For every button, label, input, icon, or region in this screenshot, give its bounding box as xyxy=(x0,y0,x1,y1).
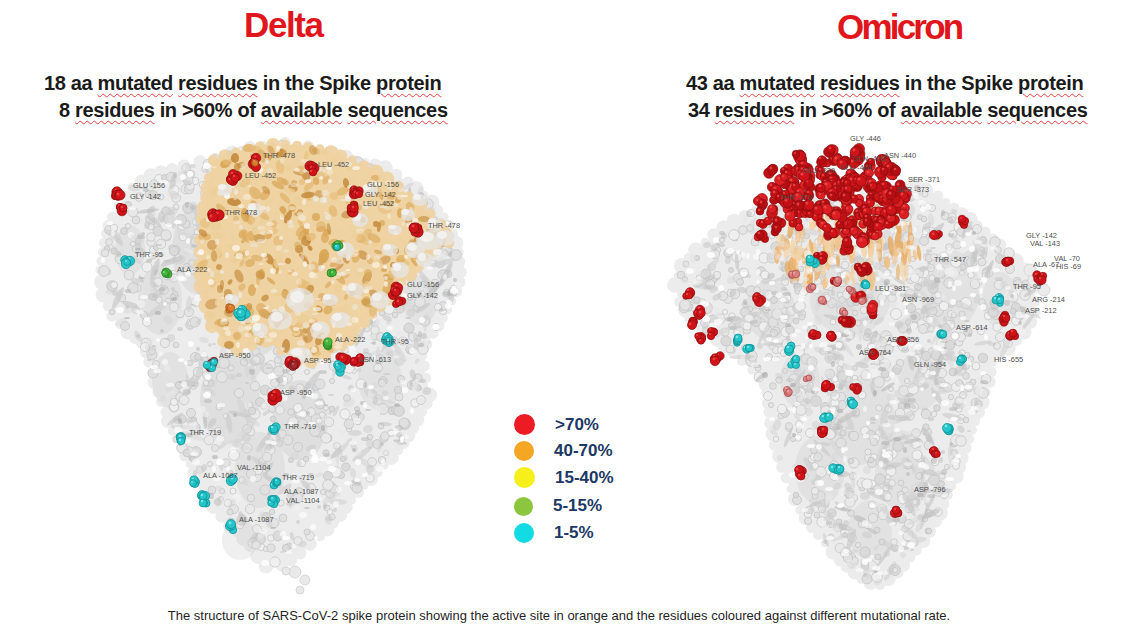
svg-text:ASP -796: ASP -796 xyxy=(914,485,946,494)
svg-text:ASN -969: ASN -969 xyxy=(902,295,934,304)
svg-text:THR -719: THR -719 xyxy=(284,422,316,431)
svg-text:ASP -95: ASP -95 xyxy=(304,356,331,365)
svg-text:THR -478: THR -478 xyxy=(225,208,257,217)
svg-text:THR -719: THR -719 xyxy=(189,428,221,437)
svg-text:GLY -142: GLY -142 xyxy=(407,291,438,300)
svg-text:GLU -156: GLU -156 xyxy=(407,280,439,289)
svg-text:LEU -452: LEU -452 xyxy=(318,160,349,169)
svg-text:SER -371: SER -371 xyxy=(908,175,940,184)
svg-text:ASP -950: ASP -950 xyxy=(280,388,312,397)
svg-text:THR -478: THR -478 xyxy=(428,221,460,230)
svg-text:ASN -764: ASN -764 xyxy=(859,348,891,357)
svg-text:VAL -1104: VAL -1104 xyxy=(286,496,320,505)
svg-text:LEU -452: LEU -452 xyxy=(363,199,394,208)
svg-text:ASN -856: ASN -856 xyxy=(887,335,919,344)
svg-text:ALA -1087: ALA -1087 xyxy=(239,515,274,524)
svg-text:HIS -655: HIS -655 xyxy=(994,355,1023,364)
svg-text:THR -719: THR -719 xyxy=(282,473,314,482)
svg-text:VAL -143: VAL -143 xyxy=(1030,239,1060,248)
svg-text:GLU -156: GLU -156 xyxy=(133,181,165,190)
svg-text:VAL -1104: VAL -1104 xyxy=(237,463,271,472)
svg-text:HIS -69: HIS -69 xyxy=(1056,262,1081,271)
svg-text:ALA -222: ALA -222 xyxy=(177,265,207,274)
svg-text:GLY -142: GLY -142 xyxy=(130,192,161,201)
svg-text:THR -478: THR -478 xyxy=(263,151,295,160)
svg-text:GLU -156: GLU -156 xyxy=(367,180,399,189)
svg-text:SER -373: SER -373 xyxy=(897,185,929,194)
svg-text:ASN -613: ASN -613 xyxy=(359,355,391,364)
svg-text:THR -95: THR -95 xyxy=(381,337,409,346)
svg-text:GLU -339: GLU -339 xyxy=(803,166,835,175)
svg-text:ALA -1087: ALA -1087 xyxy=(284,487,319,496)
svg-text:ALA -222: ALA -222 xyxy=(335,335,365,344)
svg-text:GLN -408: GLN -408 xyxy=(853,154,885,163)
svg-text:ASN -440: ASN -440 xyxy=(884,151,916,160)
svg-text:ALA -1087: ALA -1087 xyxy=(203,471,238,480)
svg-text:ASP -614: ASP -614 xyxy=(956,323,988,332)
svg-text:THR -547: THR -547 xyxy=(934,255,966,264)
svg-text:GLN -954: GLN -954 xyxy=(914,360,946,369)
svg-text:GLU -484: GLU -484 xyxy=(840,163,872,172)
svg-text:THR -376: THR -376 xyxy=(780,193,812,202)
svg-text:GLY -142: GLY -142 xyxy=(365,190,396,199)
svg-text:LEU -452: LEU -452 xyxy=(245,171,276,180)
svg-text:ASP -212: ASP -212 xyxy=(1025,306,1057,315)
svg-text:ASP -950: ASP -950 xyxy=(219,351,251,360)
svg-text:GLY -446: GLY -446 xyxy=(850,134,881,143)
svg-text:THR -95: THR -95 xyxy=(135,250,163,259)
svg-text:ARG -214: ARG -214 xyxy=(1032,295,1065,304)
svg-text:LEU -981: LEU -981 xyxy=(875,284,906,293)
svg-text:THR -95: THR -95 xyxy=(1013,282,1041,291)
